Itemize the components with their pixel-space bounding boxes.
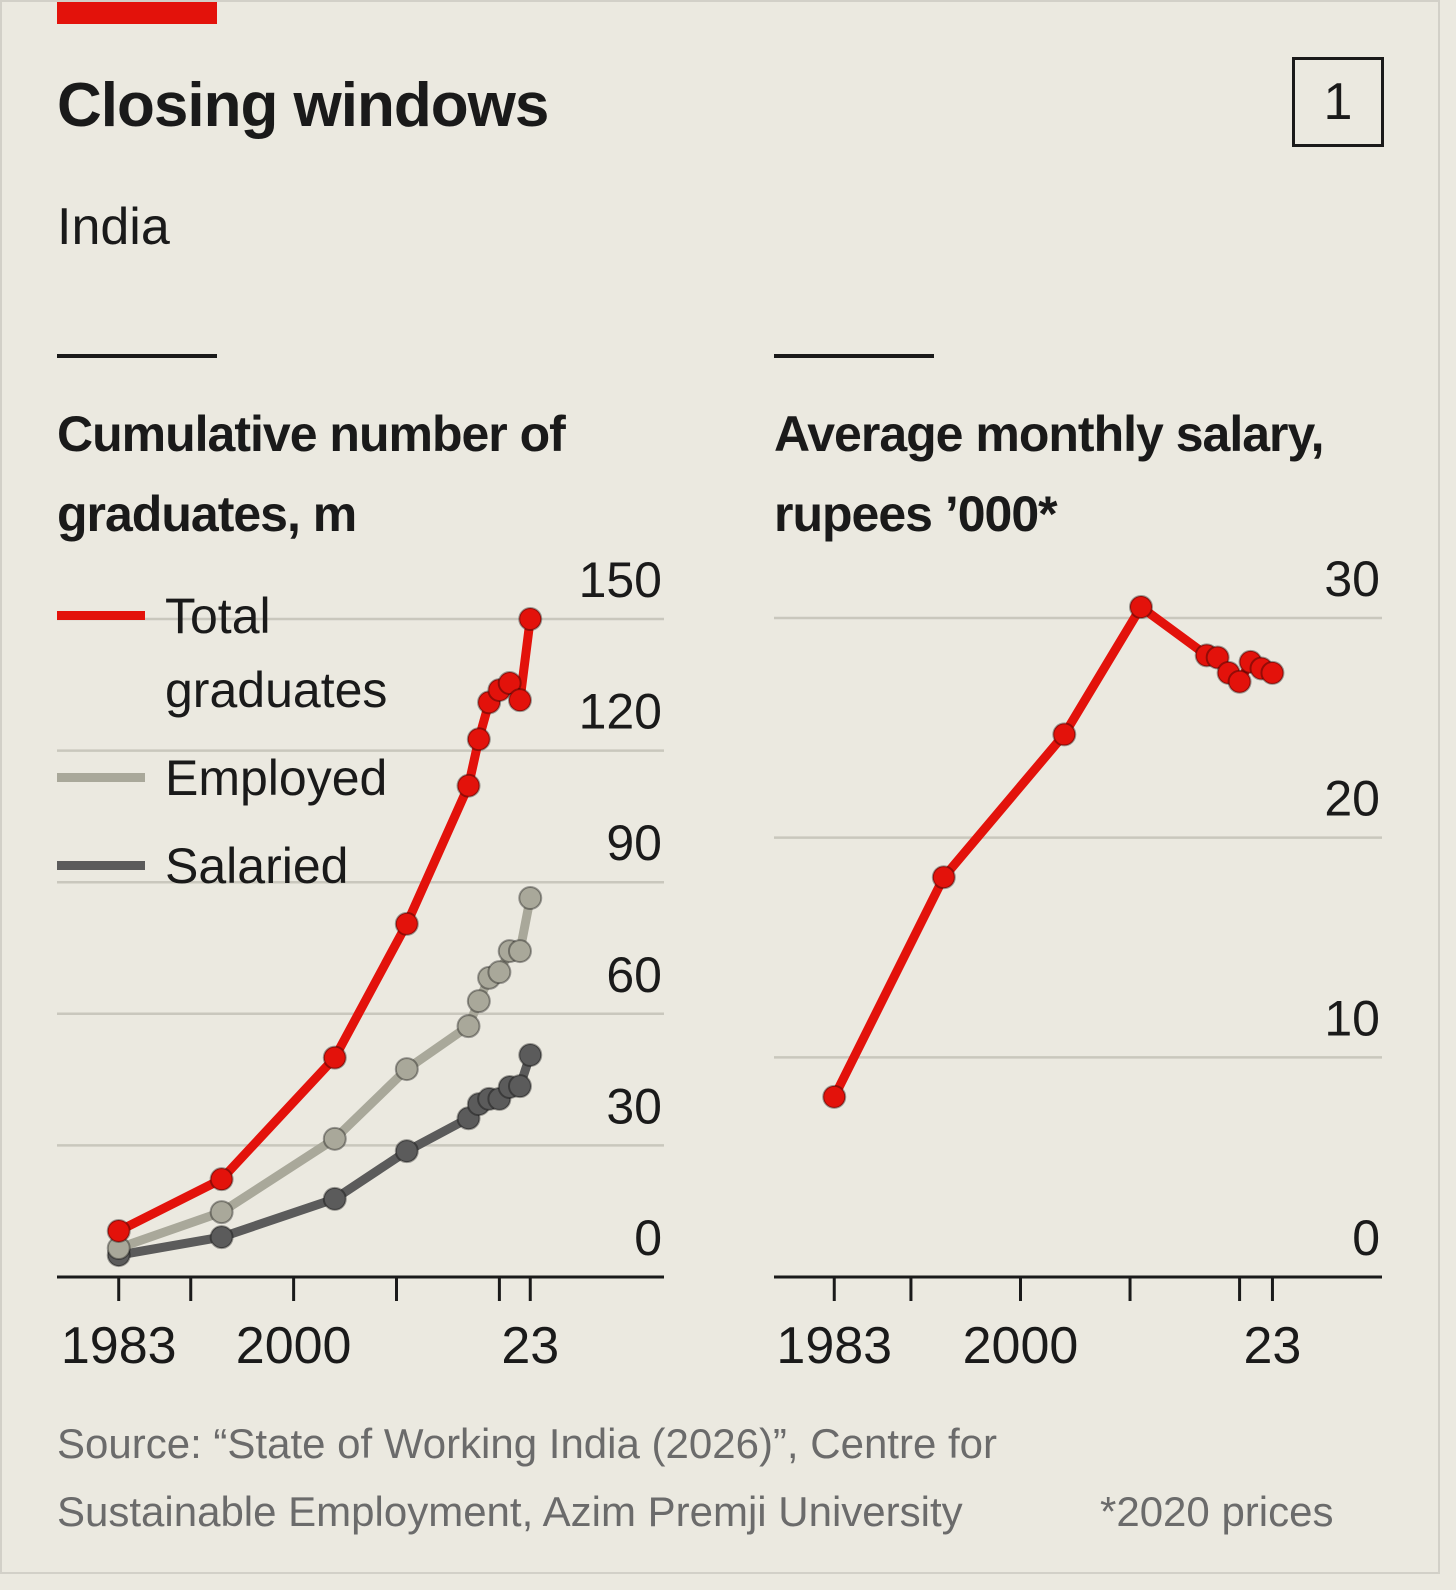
point	[209, 1167, 234, 1192]
point	[466, 989, 491, 1014]
y-tick-label: 20	[1324, 771, 1380, 827]
page: Closing windows India 1 0 30 60 90 120 150 198…	[0, 0, 1440, 1574]
point	[456, 773, 481, 798]
point	[1227, 669, 1252, 694]
legend-label: Salaried	[165, 838, 349, 894]
chart-title: Cumulative number of graduates, m	[57, 406, 566, 542]
x-tick-label: 23	[1244, 1317, 1302, 1375]
legend-swatch	[57, 611, 145, 620]
legend: Total graduates Employed Salaried	[57, 579, 415, 917]
point	[394, 1057, 419, 1082]
point	[931, 865, 956, 890]
y-tick-label: 30	[1324, 551, 1380, 607]
point	[487, 960, 512, 985]
legend-swatch	[57, 861, 145, 870]
point	[518, 885, 543, 910]
point	[1260, 660, 1285, 685]
point	[466, 727, 491, 752]
point	[456, 1014, 481, 1039]
point	[322, 1045, 347, 1070]
point	[518, 607, 543, 631]
source: Source: “State of Working India (2026)”,…	[57, 1420, 997, 1535]
point	[394, 1139, 419, 1164]
point	[209, 1200, 234, 1225]
y-tick-label: 90	[606, 815, 662, 871]
y-tick-label: 0	[1352, 1210, 1380, 1266]
x-tick-label: 2000	[963, 1317, 1079, 1375]
point	[322, 1186, 347, 1211]
legend-swatch	[57, 773, 145, 782]
title-rule	[57, 354, 217, 358]
point	[822, 1084, 847, 1109]
y-tick-label: 30	[606, 1078, 662, 1134]
point	[209, 1225, 234, 1250]
point	[322, 1126, 347, 1151]
point	[1128, 595, 1153, 620]
title: Closing windows	[57, 71, 549, 140]
x-tick-label: 1983	[776, 1317, 892, 1375]
legend-item: Total graduates	[57, 579, 415, 727]
legend-label: Employed	[165, 750, 388, 806]
note: *2020 prices	[1100, 1488, 1334, 1535]
point	[497, 671, 522, 696]
y-tick-label: 60	[606, 947, 662, 1003]
point	[106, 1218, 131, 1243]
subtitle: India	[57, 198, 170, 256]
chart-number: 1	[1292, 57, 1384, 147]
point	[1205, 645, 1230, 670]
y-tick-label: 150	[579, 552, 662, 608]
x-tick-label: 23	[501, 1317, 559, 1375]
point	[507, 939, 532, 964]
title-rule	[774, 354, 934, 358]
y-tick-label: 10	[1324, 990, 1380, 1046]
top-bar	[57, 2, 217, 24]
charts: 0 30 60 90 120 150 1983 2000 23 0 10 20 30 1983 2000 23	[57, 551, 1382, 1375]
point	[507, 688, 532, 713]
chart-title: Average monthly salary, rupees ’000*	[774, 406, 1324, 542]
legend-item: Salaried	[57, 829, 415, 903]
x-tick-label: 1983	[61, 1317, 177, 1375]
series-line	[829, 602, 1277, 1102]
point	[394, 911, 419, 936]
point	[1052, 722, 1077, 747]
point	[507, 1074, 532, 1099]
legend-item: Employed	[57, 741, 415, 815]
y-tick-label: 0	[634, 1210, 662, 1266]
legend-label: Total graduates	[165, 588, 388, 718]
point	[518, 1043, 543, 1068]
x-tick-label: 2000	[236, 1317, 352, 1375]
y-tick-label: 120	[579, 684, 662, 740]
